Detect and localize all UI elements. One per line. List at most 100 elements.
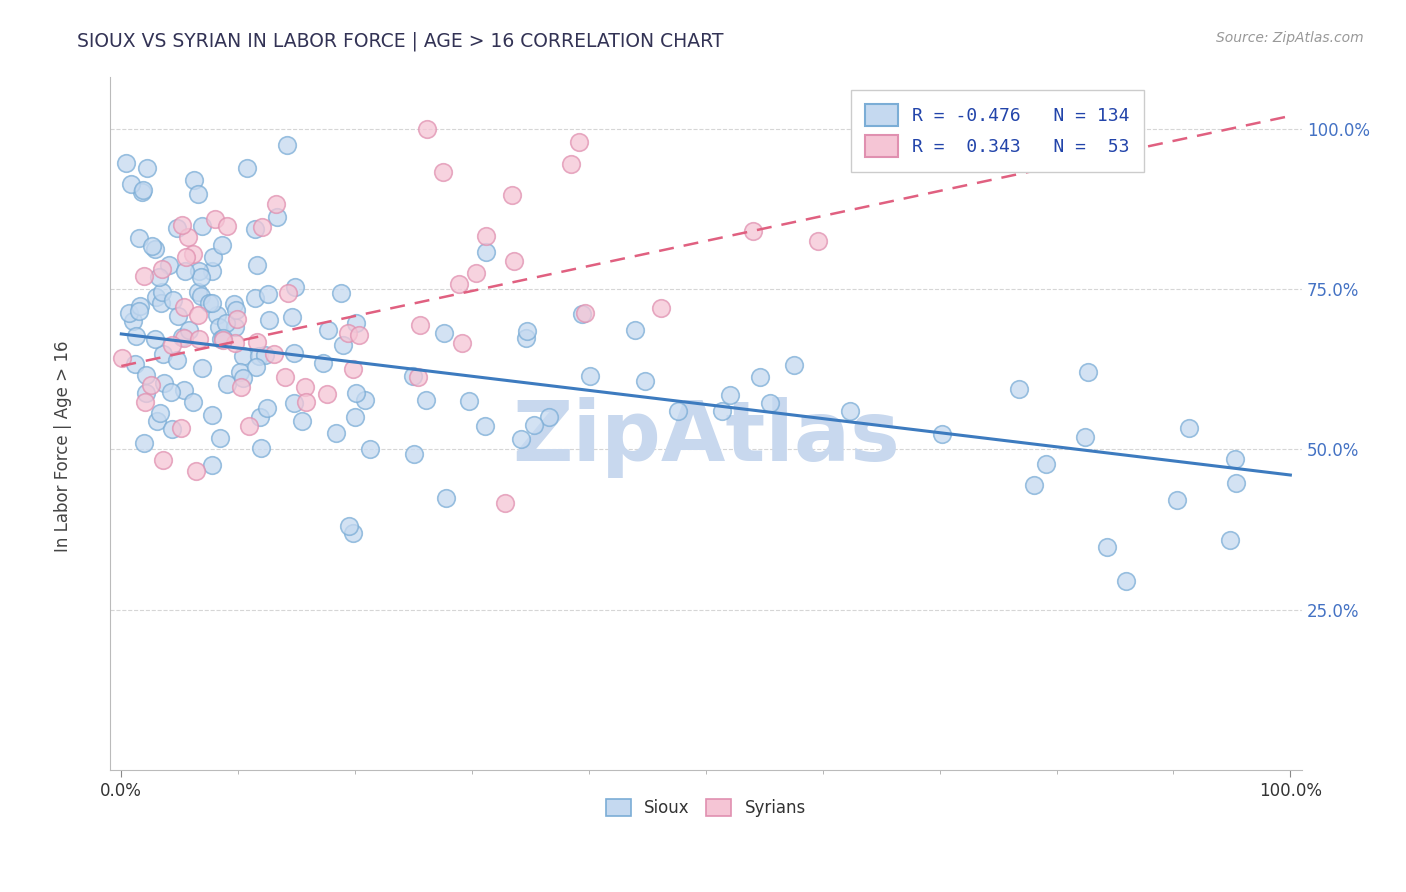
- Point: [162, 338, 184, 352]
- Point: [187, 285, 209, 299]
- Point: [312, 356, 335, 370]
- Point: [264, 197, 287, 211]
- Point: [931, 426, 953, 441]
- Point: [741, 224, 763, 238]
- Point: [134, 436, 156, 450]
- Point: [181, 247, 204, 261]
- Point: [129, 299, 152, 313]
- Point: [124, 357, 146, 371]
- Point: [758, 396, 780, 410]
- Point: [458, 394, 481, 409]
- Point: [246, 335, 269, 350]
- Point: [167, 309, 190, 323]
- Point: [229, 365, 252, 379]
- Point: [150, 285, 173, 300]
- Point: [224, 335, 246, 350]
- Point: [150, 262, 173, 277]
- Point: [215, 376, 238, 391]
- Point: [277, 286, 299, 301]
- Text: ZipAtlas: ZipAtlas: [512, 397, 900, 478]
- Text: Source: ZipAtlas.com: Source: ZipAtlas.com: [1216, 31, 1364, 45]
- Point: [188, 264, 211, 278]
- Point: [1008, 382, 1031, 396]
- Point: [209, 431, 232, 445]
- Point: [1077, 365, 1099, 379]
- Point: [135, 368, 157, 383]
- Point: [128, 303, 150, 318]
- Point: [131, 186, 153, 200]
- Point: [465, 266, 488, 280]
- Point: [253, 347, 276, 361]
- Point: [415, 393, 437, 408]
- Point: [145, 289, 167, 303]
- Point: [839, 404, 862, 418]
- Point: [209, 332, 232, 346]
- Point: [718, 388, 741, 402]
- Point: [276, 138, 298, 153]
- Point: [475, 228, 498, 243]
- Point: [201, 264, 224, 278]
- Point: [231, 379, 253, 393]
- Point: [243, 291, 266, 305]
- Point: [503, 253, 526, 268]
- Point: [145, 413, 167, 427]
- Point: [170, 421, 193, 435]
- Point: [201, 296, 224, 310]
- Point: [148, 270, 170, 285]
- Point: [807, 234, 830, 248]
- Point: [243, 222, 266, 236]
- Point: [316, 386, 339, 401]
- Point: [1166, 492, 1188, 507]
- Point: [283, 346, 305, 360]
- Point: [183, 394, 205, 409]
- Point: [132, 269, 155, 284]
- Point: [215, 317, 238, 331]
- Point: [537, 410, 560, 425]
- Point: [1225, 476, 1247, 491]
- Text: SIOUX VS SYRIAN IN LABOR FORCE | AGE > 16 CORRELATION CHART: SIOUX VS SYRIAN IN LABOR FORCE | AGE > 1…: [77, 31, 724, 51]
- Point: [200, 408, 222, 422]
- Point: [250, 441, 273, 455]
- Point: [515, 330, 537, 344]
- Point: [143, 242, 166, 256]
- Point: [416, 122, 439, 136]
- Point: [332, 338, 354, 352]
- Point: [294, 379, 316, 393]
- Point: [579, 369, 602, 384]
- Point: [122, 314, 145, 328]
- Point: [447, 277, 470, 292]
- Point: [247, 349, 270, 363]
- Point: [172, 329, 194, 343]
- Point: [212, 331, 235, 345]
- Point: [139, 377, 162, 392]
- Point: [166, 221, 188, 235]
- Point: [1024, 478, 1046, 492]
- Point: [634, 375, 657, 389]
- Point: [187, 186, 209, 201]
- Point: [560, 157, 582, 171]
- Point: [166, 352, 188, 367]
- Point: [263, 347, 285, 361]
- Point: [249, 409, 271, 424]
- Point: [337, 519, 360, 533]
- Point: [111, 351, 134, 365]
- Point: [149, 405, 172, 419]
- Point: [238, 419, 260, 434]
- Point: [284, 280, 307, 294]
- Point: [198, 296, 221, 310]
- Point: [211, 237, 233, 252]
- Point: [143, 332, 166, 346]
- Point: [336, 326, 359, 340]
- Point: [177, 230, 200, 244]
- Point: [204, 211, 226, 226]
- Point: [266, 210, 288, 224]
- Point: [501, 188, 523, 202]
- Point: [134, 394, 156, 409]
- Point: [174, 251, 197, 265]
- Point: [434, 491, 457, 506]
- Point: [359, 442, 381, 456]
- Point: [516, 324, 538, 338]
- Point: [120, 178, 142, 192]
- Point: [162, 293, 184, 307]
- Point: [217, 219, 239, 234]
